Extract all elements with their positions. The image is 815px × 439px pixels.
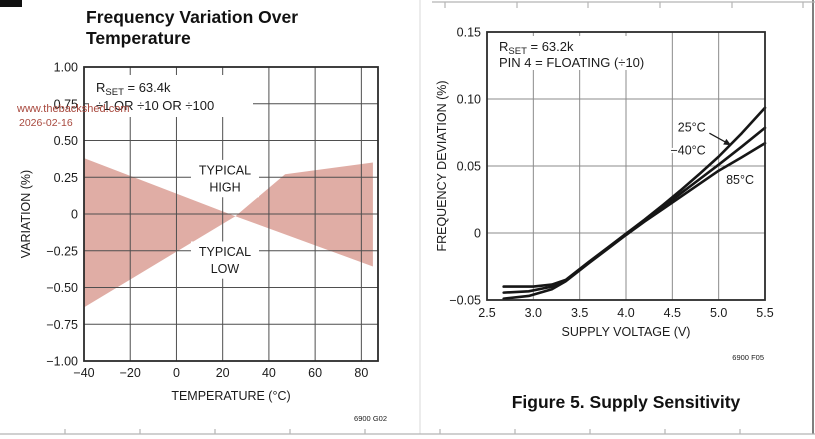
left-chart-title: Frequency Variation Over Temperature <box>86 7 299 48</box>
watermark-date: 2026-02-16 <box>19 117 73 129</box>
x-tick-label: 5.0 <box>710 306 727 320</box>
figure-code: 6900 G02 <box>354 414 387 423</box>
x-tick-label: 60 <box>308 366 322 380</box>
annotation-line2: ÷1 OR ÷10 OR ÷100 <box>96 98 214 113</box>
band-label-1: TYPICAL <box>199 245 251 259</box>
y-tick-label: −1.00 <box>46 355 78 369</box>
y-tick-label: −0.75 <box>46 318 78 332</box>
y-tick-label: 0.50 <box>54 134 78 148</box>
x-tick-label: 3.5 <box>571 306 588 320</box>
annotation-line1: RSET = 63.2k <box>499 39 574 57</box>
y-tick-label: 0.15 <box>457 26 481 40</box>
y-tick-label: 0 <box>474 227 481 241</box>
x-tick-label: 3.0 <box>525 306 542 320</box>
x-tick-label: 40 <box>262 366 276 380</box>
series-label-40C: −40°C <box>670 143 705 157</box>
x-tick-label: 2.5 <box>478 306 495 320</box>
figure-code: 6900 F05 <box>732 353 764 362</box>
typical-band-1 <box>235 162 373 267</box>
watermark-url: www.thebackshed.com <box>17 103 130 115</box>
watermark: www.thebackshed.com 2026-02-16 <box>17 103 130 129</box>
series-label-25C: 25°C <box>678 121 706 135</box>
band-label-0: HIGH <box>209 181 240 195</box>
y-tick-label: −0.50 <box>46 281 78 295</box>
annotation-mask <box>492 36 658 70</box>
band-label-1: LOW <box>211 262 240 276</box>
y-tick-label: 0 <box>71 208 78 222</box>
x-tick-label: 0 <box>173 366 180 380</box>
table-border-top <box>432 1 815 8</box>
x-tick-label: 20 <box>216 366 230 380</box>
x-axis-label: SUPPLY VOLTAGE (V) <box>562 325 691 339</box>
y-tick-label: 0.25 <box>54 171 78 185</box>
annotation-line1: RSET = 63.4k <box>96 80 171 98</box>
figure5-caption: Figure 5. Supply Sensitivity <box>511 392 741 412</box>
label-mask <box>190 159 259 198</box>
label-arrow <box>709 132 728 144</box>
y-tick-label: 0.05 <box>457 160 481 174</box>
grid <box>486 31 766 301</box>
x-tick-label: −20 <box>120 366 141 380</box>
y-tick-label: 1.00 <box>54 61 78 75</box>
x-tick-label: −40 <box>73 366 94 380</box>
plot-border <box>486 31 766 301</box>
curve-40C <box>502 106 767 288</box>
x-tick-label: 5.5 <box>756 306 773 320</box>
y-axis-label: VARIATION (%) <box>19 170 33 258</box>
frequency-variation-over-temperature: TYPICAL HIGH TYPICAL LOW RSET = 63.4k÷1 OR ÷… <box>19 61 387 424</box>
page-edge-mark <box>0 0 22 7</box>
y-tick-label: 0.10 <box>457 93 481 107</box>
curve-85C <box>502 141 767 300</box>
y-axis-label: FREQUENCY DEVIATION (%) <box>435 80 449 251</box>
curve-25C <box>502 126 767 294</box>
y-tick-label: 0.75 <box>54 97 78 111</box>
x-axis-label: TEMPERATURE (°C) <box>171 389 290 403</box>
label-mask <box>190 241 259 279</box>
annotation-mask <box>89 75 253 117</box>
y-tick-label: −0.05 <box>449 294 481 308</box>
x-tick-label: 4.5 <box>664 306 681 320</box>
plot-border <box>83 66 379 362</box>
x-tick-label: 80 <box>354 366 368 380</box>
y-tick-label: −0.25 <box>46 244 78 258</box>
table-border-bottom <box>0 429 815 435</box>
annotation-line2: PIN 4 = FLOATING (÷10) <box>499 55 644 70</box>
x-tick-label: 4.0 <box>617 306 634 320</box>
label-arrowhead <box>723 138 732 146</box>
series-label-85C: 85°C <box>726 173 754 187</box>
typical-band-0 <box>84 158 236 308</box>
band-label-0: TYPICAL <box>199 163 251 177</box>
